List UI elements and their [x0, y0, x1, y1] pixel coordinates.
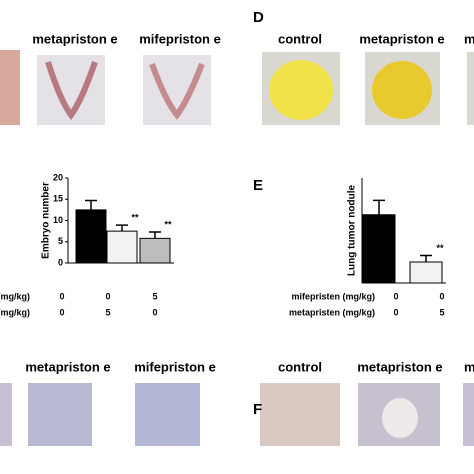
row-value: 0	[152, 307, 157, 317]
photo-subject	[269, 60, 333, 120]
bar	[139, 237, 171, 264]
significance: **	[164, 219, 172, 229]
error-bar	[420, 254, 432, 262]
error-bar	[149, 231, 161, 239]
y-axis-label: Embryo number	[41, 182, 52, 259]
photo	[463, 383, 474, 446]
row-value: 0	[439, 291, 444, 301]
photo	[467, 52, 474, 125]
photo-label: metapriston e	[357, 359, 442, 374]
photo-subject	[45, 61, 98, 121]
row-label: metapristen (mg/kg)	[289, 307, 375, 317]
photo-label: metapriston e	[359, 31, 444, 46]
photo	[135, 383, 200, 446]
row-label: mifepristen (mg/kg)	[291, 291, 375, 301]
row-value: 0	[105, 291, 110, 301]
panel-label: F	[253, 401, 262, 418]
photo	[0, 50, 20, 125]
panel-label: E	[253, 177, 263, 194]
bar	[362, 214, 396, 284]
photo-subject	[382, 398, 418, 438]
photo-label: m	[464, 359, 474, 374]
photo-label: control	[278, 359, 322, 374]
y-tick-label: 0	[58, 257, 63, 267]
photo	[0, 383, 12, 446]
row-value: 5	[105, 307, 110, 317]
significance: **	[131, 213, 139, 223]
photo	[260, 383, 340, 446]
photo-label: mifepriston e	[134, 359, 216, 374]
photo-label: control	[278, 31, 322, 46]
row-label: (mg/kg)	[0, 291, 30, 301]
y-tick-label: 10	[53, 215, 63, 225]
error-bar	[373, 199, 385, 215]
photo-subject	[372, 61, 432, 119]
y-axis-label: Lung tumor nodule	[347, 185, 358, 277]
photo	[28, 383, 92, 446]
row-label: (mg/kg)	[0, 307, 30, 317]
y-tick-label: 5	[58, 236, 63, 246]
photo-subject	[149, 62, 205, 120]
bar	[409, 261, 443, 284]
error-bar	[116, 224, 128, 232]
row-value: 0	[393, 307, 398, 317]
bar	[106, 230, 138, 264]
significance: **	[436, 243, 444, 253]
photo-label: metapriston e	[25, 359, 110, 374]
row-value: 0	[59, 291, 64, 301]
row-value: 5	[439, 307, 444, 317]
panel-label: D	[253, 9, 264, 26]
error-bar	[85, 199, 97, 210]
row-value: 5	[152, 291, 157, 301]
y-tick-label: 15	[53, 194, 63, 204]
photo-label: metapriston e	[32, 31, 117, 46]
photo-label: m	[464, 31, 474, 46]
photo-label: mifepriston e	[139, 31, 221, 46]
row-value: 0	[393, 291, 398, 301]
row-value: 0	[59, 307, 64, 317]
y-tick-label: 20	[53, 172, 63, 182]
bar	[75, 209, 107, 264]
